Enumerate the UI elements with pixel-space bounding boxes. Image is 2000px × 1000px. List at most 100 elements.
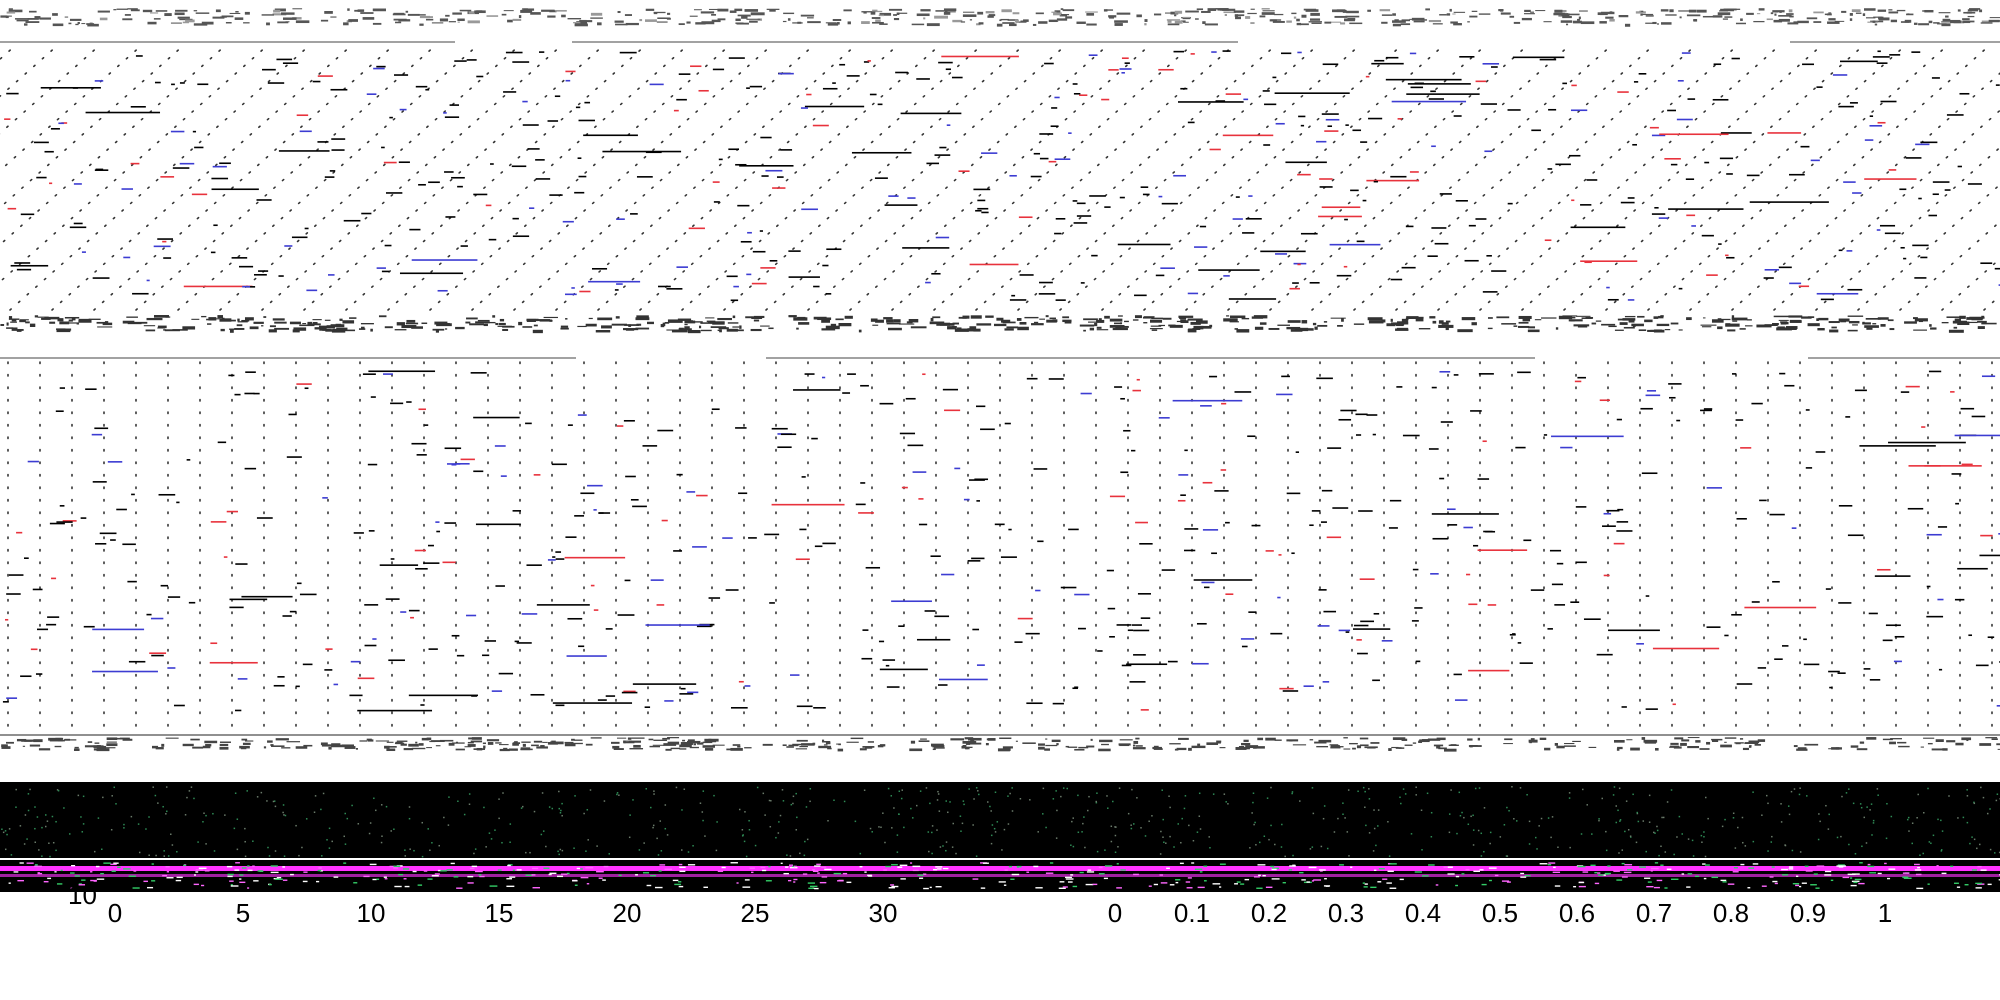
speckle-point [1598,818,1600,820]
speckle-point [1254,821,1256,824]
data-mark [1385,78,1462,81]
footer-noise-mark [1388,748,1392,751]
data-mark [1574,380,1582,383]
band-speckle [917,874,924,876]
band-speckle [980,887,986,889]
speckle-point [110,828,113,831]
footer-noise-mark [1847,315,1864,317]
band-speckle [1428,864,1435,866]
footer-noise-mark [1717,326,1723,330]
speckle-point [138,851,141,854]
footer-noise-mark [1022,742,1036,744]
speckle-point [809,800,811,803]
footer-noise-mark [1151,329,1158,331]
speckle-point [1365,824,1367,827]
data-mark [822,376,826,379]
data-mark [258,270,269,272]
data-mark [769,259,778,262]
data-mark [210,642,218,645]
band-speckle [372,878,377,881]
header-noise-mark [1453,11,1466,13]
header-noise-mark [1114,23,1123,26]
header-noise-mark [836,22,840,25]
speckle-point [927,831,930,833]
band-speckle [1639,866,1646,868]
header-noise-mark [27,17,39,20]
data-mark [1014,641,1023,643]
data-mark [1390,175,1407,178]
header-noise-mark [617,10,621,14]
footer-noise-mark [560,327,569,330]
header-noise-mark [741,16,748,19]
data-mark [1967,183,1982,185]
footer-noise-mark [1744,742,1759,744]
data-mark [1616,521,1629,523]
header-noise-mark [1933,22,1940,24]
data-mark [1068,528,1079,531]
data-mark [580,492,595,495]
data-mark [1389,499,1402,502]
header-noise-mark [1379,9,1391,12]
data-mark [980,428,995,431]
band-speckle [71,864,76,867]
footer-noise-mark [355,747,358,750]
footer-noise-mark [1880,324,1886,327]
speckle-point [1673,853,1675,856]
header-noise-mark [393,12,405,15]
band-speckle [883,869,887,871]
footer-noise-mark [1150,325,1162,327]
footer-noise-mark [64,738,71,741]
data-mark [59,387,65,389]
band-speckle [1977,883,1985,885]
speckle-point [1373,827,1376,830]
data-mark [799,528,807,531]
y-tick-label: 10 [68,880,97,910]
header-noise-mark [1109,15,1114,19]
speckle-point [313,811,316,813]
footer-noise-mark [1132,319,1139,321]
footer-noise-mark [206,318,214,321]
footer-noise-mark [1,746,11,749]
speckle-point [155,854,157,857]
footer-noise-mark [11,327,18,331]
footer-noise-mark [336,327,348,331]
footer-noise-mark [1981,322,1997,325]
data-mark [942,388,959,391]
band-speckle [204,870,210,872]
band-speckle [982,862,989,864]
band-speckle [1058,887,1066,889]
data-mark [1133,654,1146,656]
footer-noise-mark [1438,747,1447,750]
speckle-point [748,819,750,822]
band-speckle [802,873,808,875]
speckle-point [509,823,512,825]
band-speckle [1850,877,1853,879]
data-mark [295,685,300,688]
band-speckle [227,873,234,876]
footer-noise-mark [1477,737,1481,741]
data-mark [1142,193,1150,196]
speckle-point [171,844,174,846]
speckle-point [34,806,36,808]
speckle-point [115,803,117,805]
header-noise-mark [782,20,787,23]
speckle-point [409,848,411,850]
data-mark [1779,372,1786,375]
header-noise-mark [420,15,431,19]
footer-noise-mark [6,322,9,326]
footer-noise-mark [56,737,62,741]
band-speckle [229,880,234,882]
data-mark [578,119,595,122]
footer-noise-mark [1229,321,1239,323]
data-mark [1805,467,1813,469]
data-mark [1664,157,1681,160]
speckle-point [44,825,47,828]
speckle-point [1526,793,1528,796]
data-mark [1368,117,1383,120]
speckle-point [1615,805,1617,807]
data-mark [1385,56,1399,59]
header-noise-mark [1185,10,1199,13]
speckle-point [898,790,901,793]
data-mark [1055,299,1066,301]
footer-noise-mark [106,741,117,743]
